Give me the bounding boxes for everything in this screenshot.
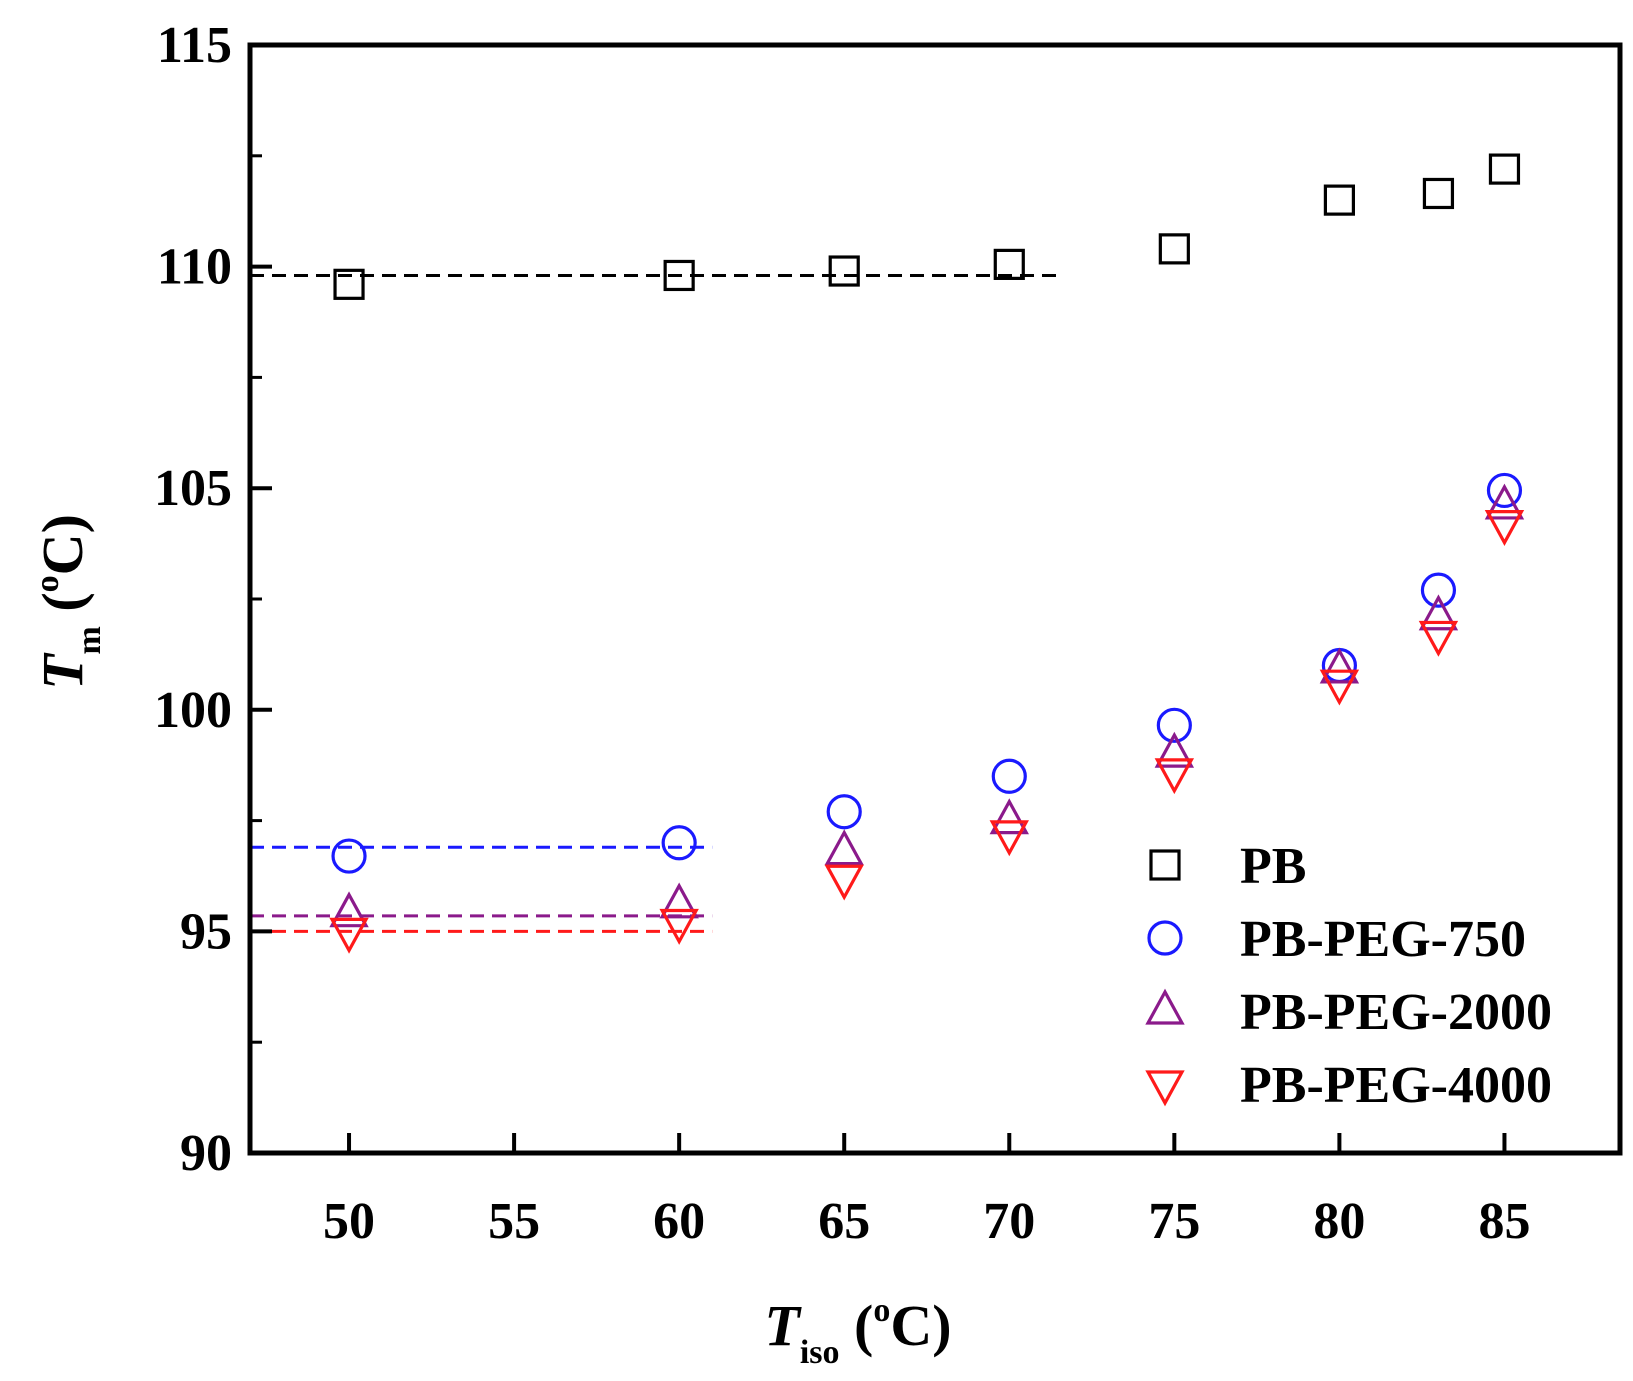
data-point [824,829,864,866]
legend-marker [1145,988,1185,1025]
data-point [826,794,862,830]
data-point [828,255,860,287]
legend-label: PB-PEG-2000 [1240,984,1552,1041]
x-tick-label: 65 [818,1193,870,1250]
data-point [1323,184,1355,216]
y-tick-label: 110 [157,239,232,296]
data-point [329,917,369,954]
data-point [663,259,695,292]
reference-lines [250,273,1059,933]
data-point [1319,669,1360,706]
data-point [1321,647,1357,684]
data-point [993,248,1025,280]
data-point [1154,731,1195,768]
x-tick-label: 80 [1313,1193,1365,1250]
x-tick-label: 60 [653,1193,705,1250]
data-point [991,758,1027,794]
y-axis-title: Tm (oC) [29,514,108,690]
data-point [1488,153,1521,185]
x-tick-label: 50 [323,1193,375,1250]
legend-marker [1147,920,1183,956]
data-point [989,798,1029,835]
data-point [659,908,699,945]
data-point [1484,483,1525,520]
x-tick-label: 75 [1148,1193,1200,1250]
data-point [1418,594,1459,631]
y-tick-label: 90 [180,1125,232,1182]
data-point [989,820,1029,857]
x-axis-title: Tiso (oC) [764,1292,951,1371]
legend-marker [1145,1070,1185,1107]
data-point [1156,707,1192,743]
y-tick-label: 100 [154,682,232,739]
data-point [331,838,367,874]
data-point [824,864,864,901]
data-point [333,268,365,300]
data-point [1484,510,1525,546]
data-point [1418,620,1459,657]
legend-marker [1149,849,1181,881]
x-tick-label: 70 [983,1193,1035,1250]
data-markers [329,153,1525,954]
x-axis-ticks: 50 55 60 65 70 75 80 85 [323,1133,1530,1250]
y-axis-ticks: 90 95 100 105 110 115 [154,17,272,1182]
legend: PB PB-PEG-750 PB-PEG-2000 PB-PEG-4000 [1145,838,1552,1114]
data-point [1420,572,1457,608]
data-point [1486,472,1523,509]
data-point [661,825,697,861]
x-tick-label: 55 [488,1193,540,1250]
legend-label: PB-PEG-750 [1240,911,1526,968]
data-point [1319,647,1360,684]
x-tick-label: 85 [1478,1193,1530,1250]
legend-label: PB-PEG-4000 [1240,1057,1552,1114]
data-point [1154,758,1195,795]
data-point [1158,233,1190,265]
legend-label: PB [1240,838,1306,895]
data-point [329,891,369,928]
data-point [659,882,699,919]
y-tick-label: 95 [180,903,232,960]
data-point [1422,177,1455,210]
y-tick-label: 105 [154,460,232,517]
y-tick-label: 115 [157,17,232,74]
